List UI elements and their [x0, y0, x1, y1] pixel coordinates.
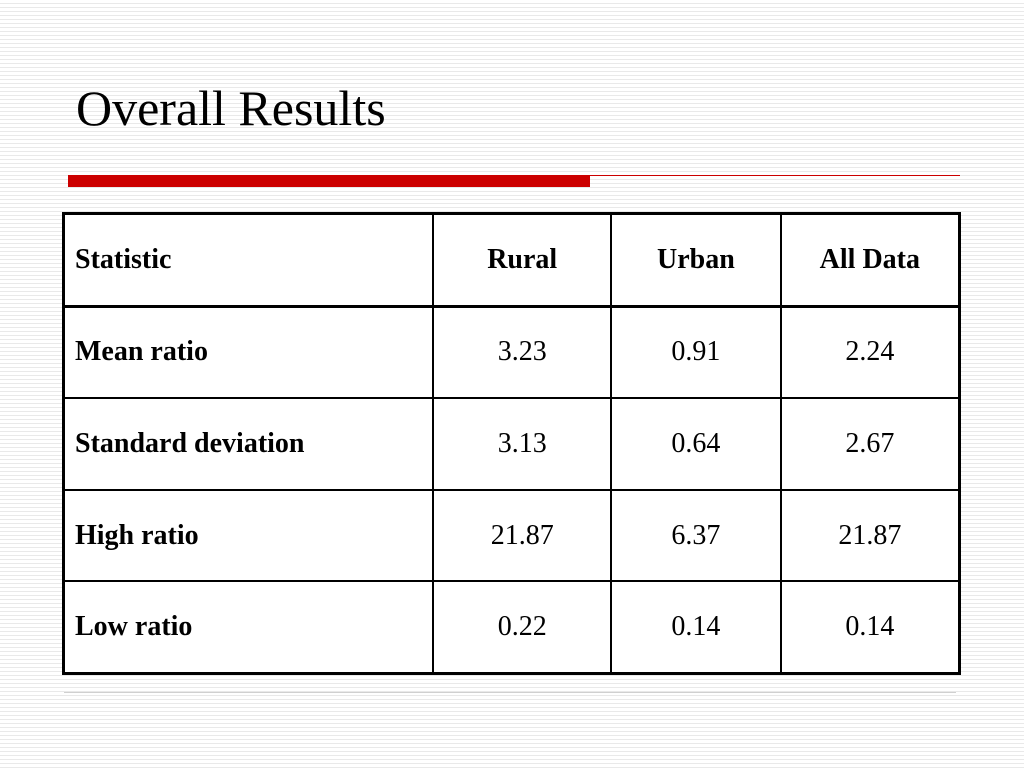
title-underline-accent — [68, 175, 590, 187]
table-row: Low ratio 0.22 0.14 0.14 — [62, 580, 961, 676]
cell-all-data: 2.24 — [779, 305, 961, 400]
cell-all-data: 21.87 — [779, 488, 961, 583]
cell-urban: 0.64 — [610, 397, 782, 491]
table-header-row: Statistic Rural Urban All Data — [62, 212, 961, 308]
title-underline-thin — [590, 175, 960, 176]
cell-rural: 3.13 — [432, 397, 613, 491]
cell-all-data: 2.67 — [779, 397, 961, 491]
cell-urban: 6.37 — [610, 488, 782, 583]
cell-rural: 0.22 — [432, 580, 613, 676]
row-label: Mean ratio — [62, 305, 435, 400]
header-statistic: Statistic — [62, 212, 435, 308]
cell-rural: 21.87 — [432, 488, 613, 583]
cell-urban: 0.14 — [610, 580, 782, 676]
row-label: Low ratio — [62, 580, 435, 676]
header-urban: Urban — [610, 212, 782, 308]
cell-urban: 0.91 — [610, 305, 782, 400]
table-row: Mean ratio 3.23 0.91 2.24 — [62, 305, 961, 400]
header-all-data: All Data — [779, 212, 961, 308]
bottom-divider — [64, 692, 956, 693]
cell-rural: 3.23 — [432, 305, 613, 400]
row-label: High ratio — [62, 488, 435, 583]
slide-title: Overall Results — [76, 80, 386, 136]
header-rural: Rural — [432, 212, 613, 308]
results-table: Statistic Rural Urban All Data Mean rati… — [62, 212, 961, 676]
results-table-container: Statistic Rural Urban All Data Mean rati… — [62, 212, 961, 676]
row-label: Standard deviation — [62, 397, 435, 491]
table-row: Standard deviation 3.13 0.64 2.67 — [62, 397, 961, 491]
table-row: High ratio 21.87 6.37 21.87 — [62, 488, 961, 583]
cell-all-data: 0.14 — [779, 580, 961, 676]
